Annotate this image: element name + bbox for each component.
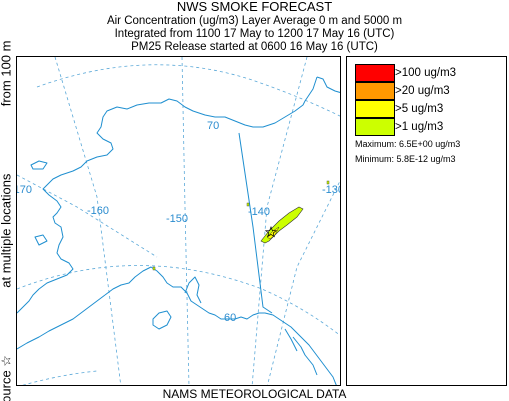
longitude-170-line xyxy=(17,174,158,258)
forecast-title: NWS SMOKE FORECAST xyxy=(176,0,333,14)
arctic-coast xyxy=(316,76,340,93)
longitude-130-line xyxy=(267,180,340,385)
legend-label-gt100: >100 ug/m3 xyxy=(395,67,457,79)
smoke-plume xyxy=(152,180,330,271)
kenai-peninsula xyxy=(184,276,202,304)
concentration-layer-line: Air Concentration (ug/m3) Layer Average … xyxy=(106,15,403,27)
lon-130-label: -130 xyxy=(322,184,341,196)
graticule xyxy=(17,57,340,385)
lon-160-label: -160 xyxy=(87,205,109,217)
plume-speck-west xyxy=(152,266,156,271)
alaska-canada-border xyxy=(238,132,273,314)
latitude-70-line xyxy=(36,64,340,117)
legend-swatch-gt5 xyxy=(355,100,395,118)
longitude-160-line xyxy=(54,57,122,385)
smoke-map: 70 60 -170 -160 -150 -140 -130 xyxy=(17,57,341,385)
legend-item-gt20: >20 ug/m3 xyxy=(355,82,450,100)
legend-label-gt20: >20 ug/m3 xyxy=(395,85,450,97)
nunivak-island xyxy=(34,234,48,246)
st-lawrence-island xyxy=(30,160,48,170)
legend-swatch-gt1 xyxy=(355,118,395,136)
alaska-west-coast xyxy=(17,76,318,314)
lat-60-label: 60 xyxy=(224,312,236,324)
legend-label-gt5: >5 ug/m3 xyxy=(395,103,444,115)
legend-item-gt100: >100 ug/m3 xyxy=(355,64,456,82)
lon-170-label: -170 xyxy=(17,184,32,196)
legend-panel: >100 ug/m3 >20 ug/m3 >5 ug/m3 >1 ug/m3 M… xyxy=(346,56,507,386)
kodiak-island xyxy=(152,310,172,330)
meteorological-data-footer: NAMS METEOROLOGICAL DATA xyxy=(162,387,347,401)
plume-speck-north xyxy=(246,202,250,207)
integration-period-line: Integrated from 1100 17 May to 1200 17 M… xyxy=(114,28,395,40)
longitude-150-line xyxy=(181,57,190,385)
panhandle-islands xyxy=(284,328,318,376)
minimum-value: Minimum: 5.8E-12 ug/m3 xyxy=(355,154,456,164)
source-locations-text: at multiple locations xyxy=(0,173,14,288)
lon-150-label: -150 xyxy=(166,213,188,225)
legend-item-gt1: >1 ug/m3 xyxy=(355,118,443,136)
latitude-60-line xyxy=(17,265,340,336)
alaska-peninsula xyxy=(17,294,106,350)
release-start-line: PM25 Release started at 0600 16 May 16 (… xyxy=(131,41,378,53)
maximum-value: Maximum: 6.5E+00 ug/m3 xyxy=(355,139,461,149)
plume-speck-east xyxy=(326,180,330,185)
coastline xyxy=(17,76,340,385)
map-panel: 70 60 -170 -160 -150 -140 -130 xyxy=(16,56,341,386)
legend-swatch-gt20 xyxy=(355,82,395,100)
legend-label-gt1: >1 ug/m3 xyxy=(395,121,444,133)
latitude-50-line xyxy=(22,370,98,385)
lat-70-label: 70 xyxy=(207,120,219,132)
legend-item-gt5: >5 ug/m3 xyxy=(355,100,443,118)
source-height-text: from 100 m xyxy=(0,40,14,107)
source-side-label: Source ☆ at multiple locations from 100 … xyxy=(0,41,15,401)
legend-swatch-gt100 xyxy=(355,64,395,82)
alaska-south-coast xyxy=(104,266,337,385)
star-icon xyxy=(264,226,278,238)
lon-140-label: -140 xyxy=(248,206,270,218)
